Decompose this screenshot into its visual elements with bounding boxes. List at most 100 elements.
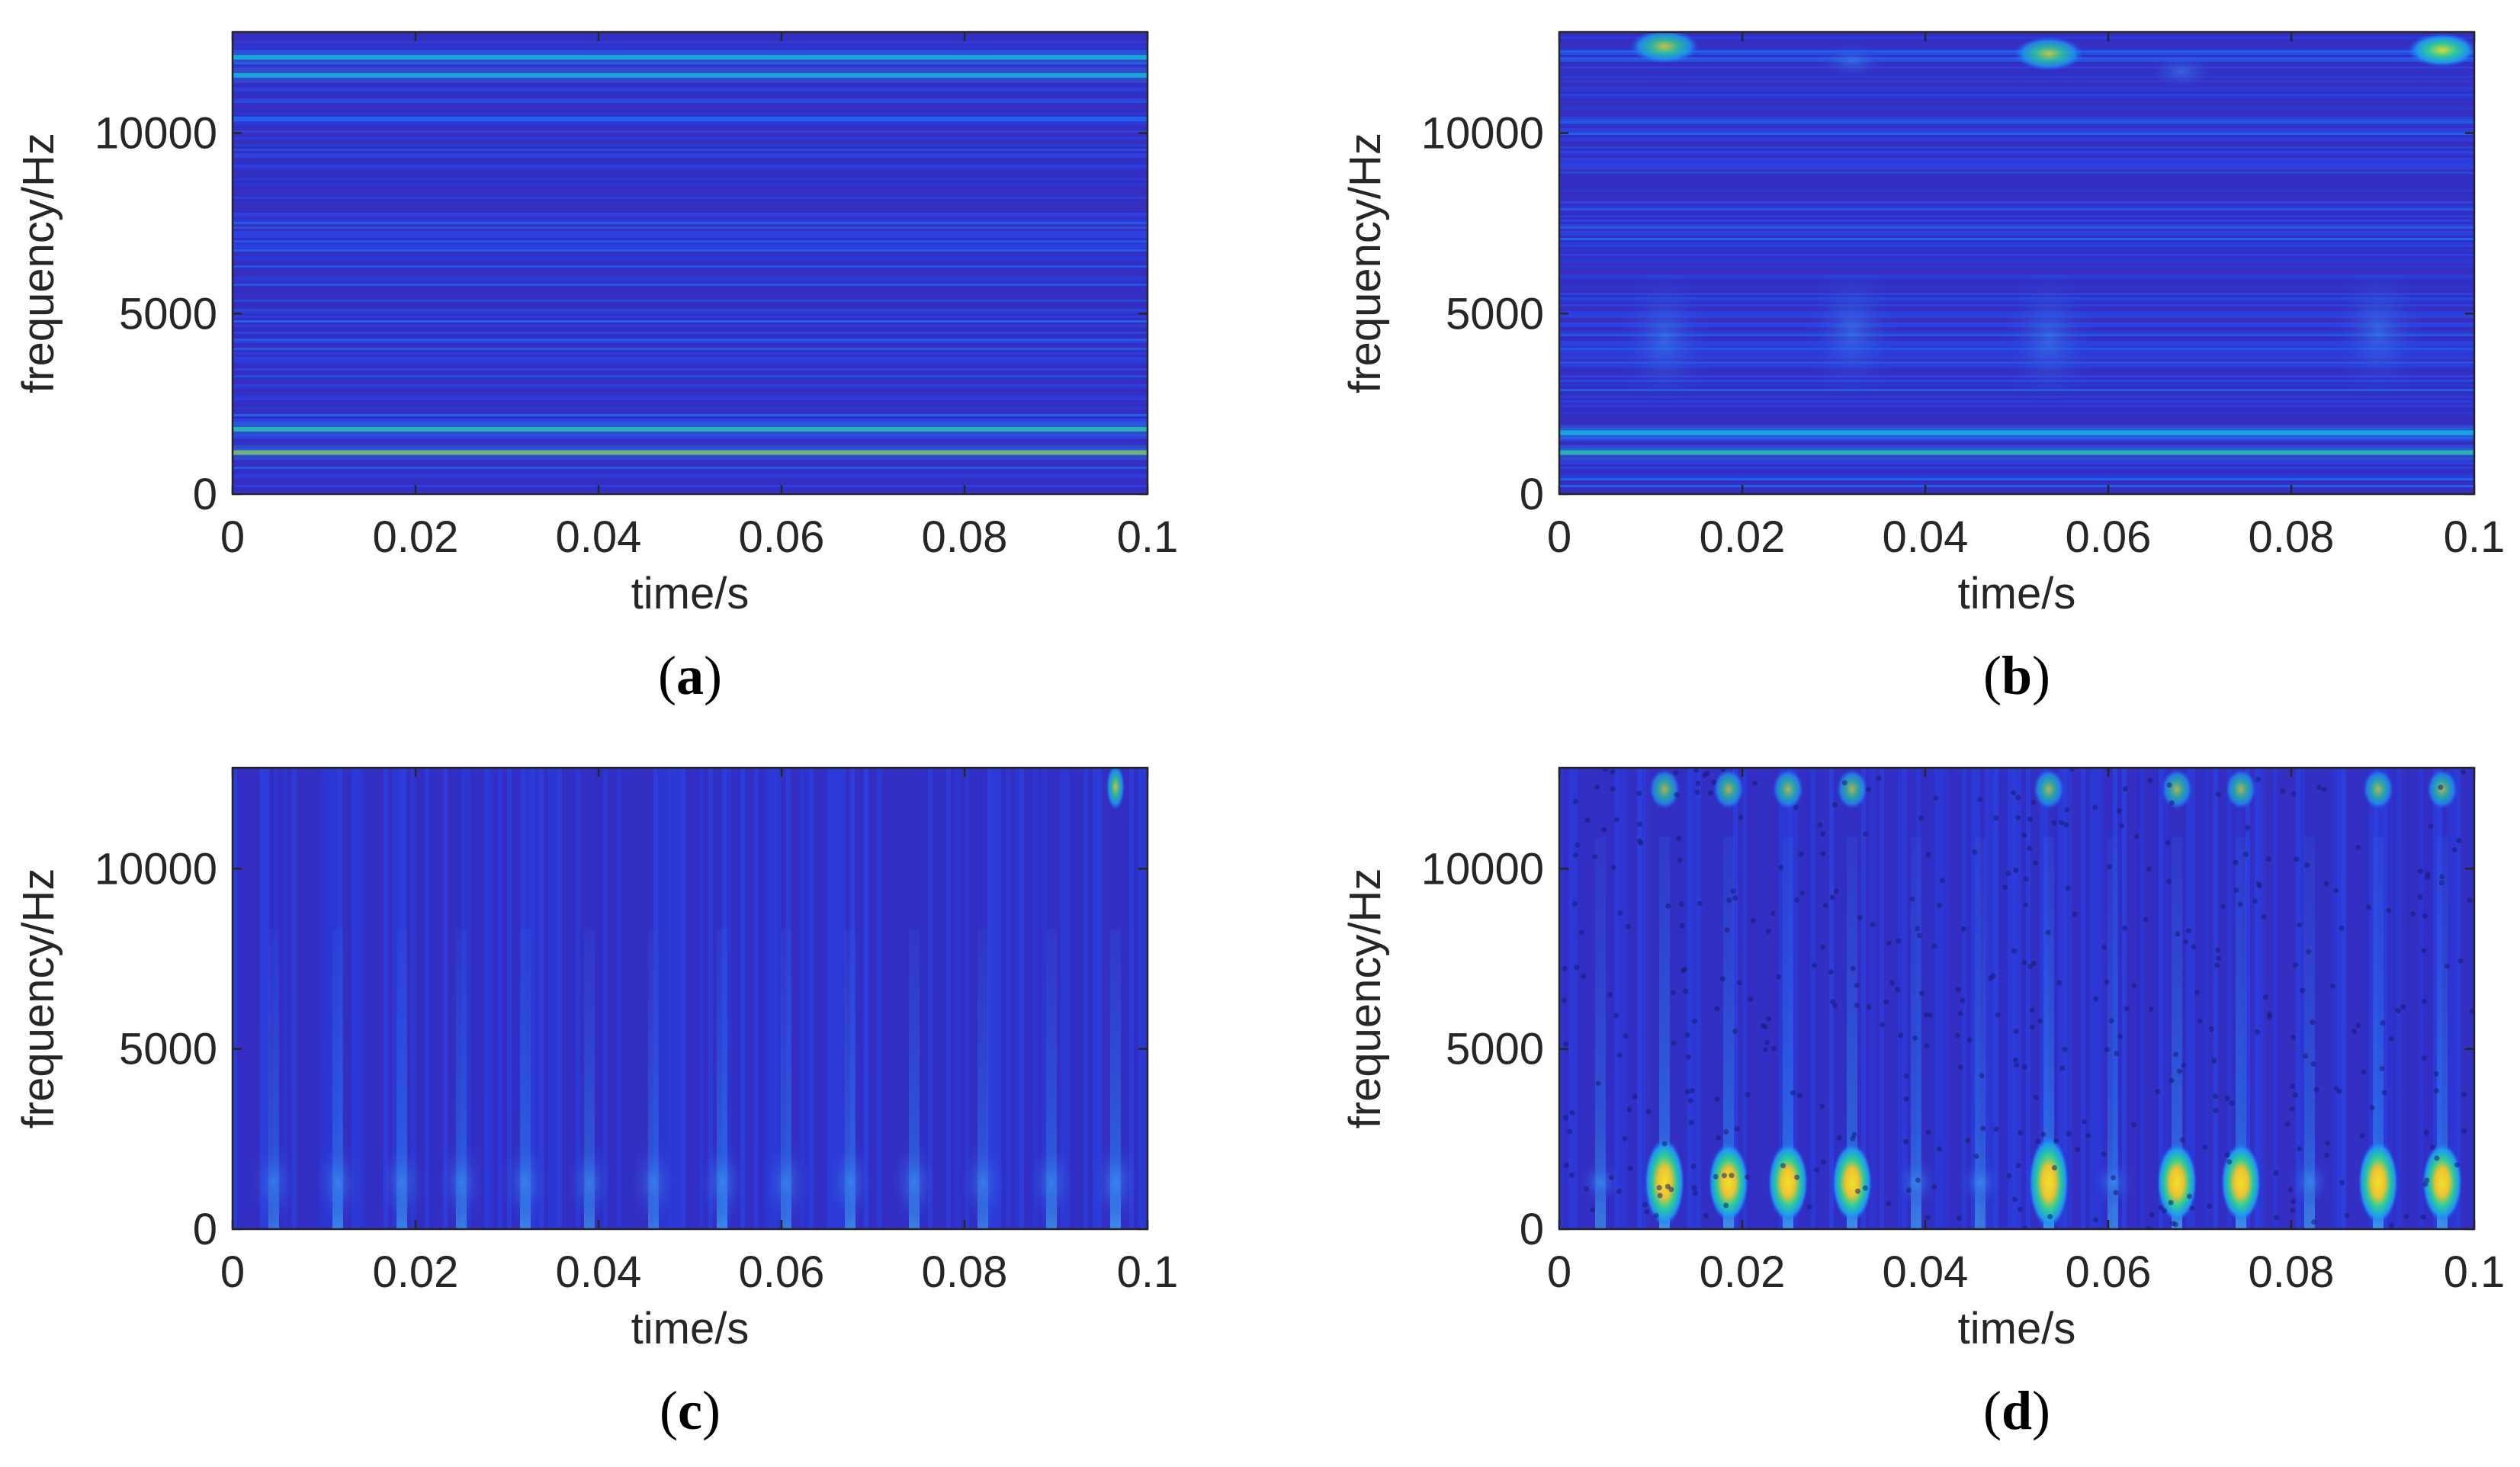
texture-band [1559,490,2474,492]
texture-column [1925,768,1930,1229]
texture-band [233,409,1148,412]
energy-blob [2003,270,2095,408]
texture-band [233,254,1148,256]
texture-band [1559,288,2474,291]
texture-column [1083,768,1088,1229]
null-dot [1736,980,1742,986]
impulse-streak [2236,836,2246,1229]
impulse-streak [1975,836,1986,1229]
texture-column [374,768,379,1229]
texture-column [553,768,557,1229]
null-dot [1876,775,1882,782]
x-axis-label: time/s [631,1304,750,1353]
texture-band [1559,249,2474,252]
texture-band [233,396,1148,398]
null-dot [1912,1035,1918,1041]
texture-column [2287,768,2291,1229]
texture-column [965,768,969,1229]
texture-column [251,768,255,1229]
texture-band [233,455,1148,457]
texture-column [297,768,301,1229]
texture-column [1683,768,1687,1229]
texture-column [370,768,374,1229]
null-dot [2116,807,2122,814]
texture-band [233,300,1148,302]
texture-band [233,210,1148,213]
null-dot [2330,983,2336,989]
texture-band [1559,46,2474,48]
texture-column [621,768,626,1229]
texture-column [1106,768,1111,1229]
texture-column [740,768,745,1229]
texture-band [233,421,1148,423]
texture-column [548,768,553,1229]
texture-band [233,483,1148,485]
null-dot [2013,1062,2019,1068]
impulse-hotspot [2422,1143,2462,1221]
null-dot [2189,1205,2195,1212]
null-dot [1977,796,1983,802]
texture-band [233,117,1148,119]
texture-column [310,768,315,1229]
texture-band [1559,457,2474,460]
null-dot [1903,1073,1909,1079]
texture-column [2451,768,2456,1229]
null-dot [2002,884,2008,891]
texture-column [1861,768,1866,1229]
texture-column [1033,768,1038,1229]
texture-band [1559,428,2474,430]
texture-column [2058,768,2063,1229]
null-dot [2106,864,2112,870]
null-dot [2011,948,2018,954]
null-dot [2005,870,2011,876]
null-dot [2361,1069,2367,1075]
null-dot [1562,1041,1568,1047]
texture-column [2319,768,2323,1229]
texture-column [448,768,452,1229]
null-dot [1695,780,1701,786]
texture-column [1921,768,1925,1229]
texture-column [1038,768,1042,1229]
texture-column [955,768,960,1229]
texture-column [681,768,685,1229]
texture-band [233,320,1148,323]
texture-column [1019,768,1024,1229]
null-dot [1632,1093,1638,1099]
texture-band [1559,462,2474,464]
null-dot [1819,1103,1825,1109]
texture-column [516,768,521,1229]
texture-band [233,343,1148,345]
texture-column [1815,768,1820,1229]
texture-column [2003,768,2008,1229]
x-tick-label: 0.06 [739,512,825,562]
texture-column [2456,768,2461,1229]
texture-band [1559,407,2474,409]
texture-band [1559,137,2474,140]
null-dot [2168,1199,2174,1205]
texture-column [713,768,717,1229]
texture-column [708,768,713,1229]
texture-band [233,457,1148,460]
texture-band [1559,210,2474,213]
null-dot [1776,974,1782,980]
null-dot [2467,897,2473,904]
texture-band [233,135,1148,137]
texture-column [736,768,740,1229]
texture-column [1761,768,1765,1229]
null-dot [1886,940,1892,946]
null-dot [2130,1122,2136,1128]
texture-band [233,208,1148,210]
texture-column [1056,768,1061,1229]
impulse-streak [1783,836,1793,1229]
texture-band [233,71,1148,73]
null-dot [2015,1163,2021,1169]
null-dot [1568,1172,1575,1178]
texture-band [233,332,1148,334]
impulse-base [438,1140,484,1225]
texture-band [1559,261,2474,263]
null-dot [2403,1213,2409,1219]
null-dot [2040,1132,2046,1138]
texture-column [384,768,388,1229]
texture-column [2186,768,2191,1229]
texture-column [2181,768,2186,1229]
